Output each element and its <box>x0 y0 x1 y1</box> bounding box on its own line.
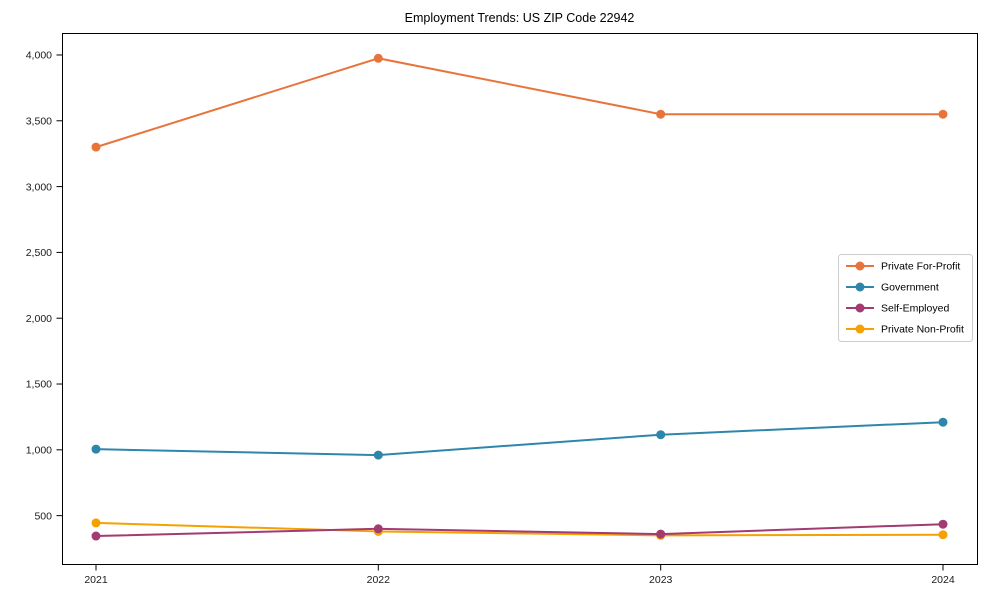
legend-marker-icon <box>855 324 865 334</box>
legend-box <box>838 254 973 342</box>
data-point-private-for-profit <box>656 109 666 119</box>
y-tick-label: 1,000 <box>26 445 52 457</box>
series-line-government <box>95 421 944 457</box>
data-point-government <box>938 417 948 427</box>
data-point-government <box>373 450 383 460</box>
legend-marker-icon <box>855 303 865 313</box>
data-point-self-employed <box>373 524 383 534</box>
legend-marker-icon <box>855 261 865 271</box>
legend-label-government: Government <box>881 282 939 294</box>
x-tick-label: 2023 <box>649 574 673 586</box>
x-tick-label: 2024 <box>931 574 955 586</box>
data-point-self-employed <box>656 529 666 539</box>
series-line-self-employed <box>95 523 944 538</box>
y-tick-label: 2,500 <box>26 247 52 259</box>
data-point-private-for-profit <box>373 53 383 63</box>
y-tick-label: 3,500 <box>26 115 52 127</box>
legend-label-private-non-profit: Private Non-Profit <box>881 324 964 336</box>
y-tick-label: 2,000 <box>26 313 52 325</box>
y-tick-label: 500 <box>34 510 52 522</box>
data-point-private-for-profit <box>938 109 948 119</box>
x-tick-label: 2021 <box>84 574 108 586</box>
series-line-private-non-profit <box>95 521 944 537</box>
data-point-self-employed <box>91 531 101 541</box>
x-tick-label: 2022 <box>367 574 391 586</box>
data-point-government <box>656 430 666 440</box>
data-point-private-non-profit <box>938 530 948 540</box>
legend-marker-icon <box>855 282 865 292</box>
y-tick-label: 4,000 <box>26 50 52 62</box>
series-line-private-for-profit <box>95 57 943 149</box>
y-tick-label: 3,000 <box>26 181 52 193</box>
legend-label-private-for-profit: Private For-Profit <box>881 261 960 273</box>
plot-frame <box>62 33 978 565</box>
legend-label-self-employed: Self-Employed <box>881 303 949 315</box>
data-point-government <box>91 444 101 454</box>
data-point-private-for-profit <box>91 142 101 152</box>
data-point-self-employed <box>938 519 948 529</box>
y-tick-label: 1,500 <box>26 379 52 391</box>
chart-title: Employment Trends: US ZIP Code 22942 <box>404 11 635 25</box>
data-point-private-non-profit <box>91 518 101 528</box>
